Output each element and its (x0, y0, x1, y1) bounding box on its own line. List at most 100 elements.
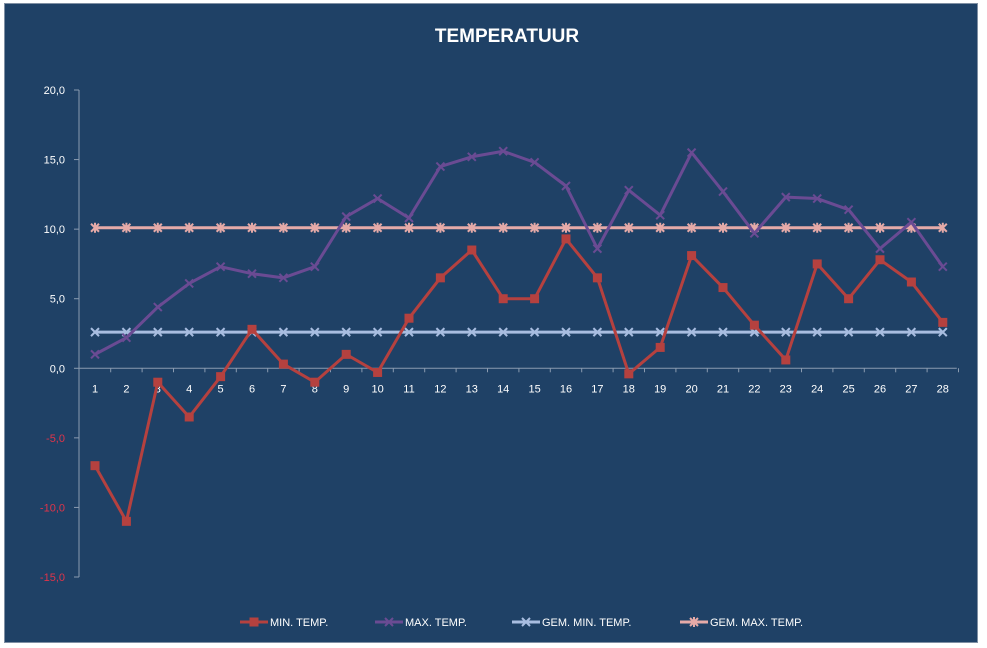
x-tick-label: 9 (343, 383, 349, 395)
data-point (372, 222, 383, 233)
data-point (278, 359, 288, 369)
data-point (341, 211, 351, 222)
x-tick-label: 1 (92, 383, 98, 395)
legend-entry: GEM. MAX. TEMP. (680, 617, 803, 629)
data-point (498, 294, 508, 304)
x-tick-label: 27 (905, 383, 917, 395)
data-point (310, 262, 320, 272)
data-point (624, 327, 634, 337)
data-point (215, 327, 226, 337)
x-tick-label: 6 (249, 383, 255, 395)
data-point (184, 222, 194, 233)
data-point (812, 327, 822, 337)
data-point (278, 222, 289, 233)
x-tick-label: 25 (842, 383, 854, 395)
data-point (624, 369, 634, 379)
legend-marker (521, 617, 531, 627)
x-tick-label: 24 (811, 383, 823, 395)
legend-entry: GEM. MIN. TEMP. (512, 617, 631, 629)
data-point (812, 193, 822, 204)
y-tick-label: -10,0 (40, 502, 65, 514)
series-layer (90, 146, 948, 526)
x-tick-label: 23 (780, 383, 792, 395)
data-point (529, 222, 540, 233)
x-tick-label: 28 (937, 383, 949, 395)
data-point (247, 268, 257, 279)
x-tick-label: 14 (497, 383, 509, 395)
x-tick-label: 10 (371, 383, 383, 395)
data-point (215, 262, 226, 272)
data-point (875, 255, 885, 265)
legend: MIN. TEMP. MAX. TEMP. GEM. MIN. TEMP. GEM. … (240, 617, 803, 629)
data-point (90, 461, 100, 471)
data-point (247, 324, 257, 334)
series-2 (90, 146, 948, 360)
data-point (718, 283, 728, 293)
data-point (121, 516, 131, 526)
legend-marker (249, 617, 259, 627)
data-point (372, 193, 383, 204)
data-point (90, 349, 100, 360)
data-point (843, 204, 854, 215)
data-point (529, 327, 540, 337)
x-tick-label: 3 (155, 383, 161, 395)
data-point (184, 327, 194, 337)
data-point (906, 277, 916, 287)
data-point (90, 222, 100, 233)
data-point (215, 222, 226, 233)
data-point (875, 327, 885, 337)
chart-title: TEMPERATUUR (435, 26, 580, 47)
data-point (749, 320, 759, 330)
y-tick-label: 5,0 (50, 294, 65, 306)
x-tick-label: 20 (685, 383, 697, 395)
data-point (153, 327, 163, 337)
data-point (467, 152, 477, 162)
data-point (718, 222, 728, 233)
data-point (686, 327, 697, 337)
data-point (310, 377, 320, 387)
y-tick-label: -5,0 (46, 433, 65, 445)
x-tick-label: 12 (434, 383, 446, 395)
data-point (812, 222, 822, 233)
data-point (310, 327, 320, 337)
data-point (341, 327, 351, 337)
data-point (467, 245, 477, 255)
x-tick-label: 19 (654, 383, 666, 395)
data-point (278, 327, 289, 337)
data-point (561, 222, 571, 233)
data-point (341, 349, 351, 359)
data-point (592, 273, 602, 283)
data-point (498, 146, 508, 156)
data-point (655, 327, 665, 337)
data-point (247, 222, 257, 233)
data-point (749, 228, 760, 239)
data-point (435, 161, 446, 172)
y-tick-label: 0,0 (50, 363, 65, 375)
data-point (153, 302, 163, 312)
y-tick-label: 10,0 (44, 224, 65, 236)
data-point (938, 222, 948, 233)
chart-area (4, 3, 978, 643)
x-tick-label: 22 (748, 383, 760, 395)
x-tick-label: 7 (280, 383, 286, 395)
data-point (153, 222, 163, 233)
data-point (686, 147, 697, 158)
data-point (561, 327, 571, 337)
data-point (781, 192, 791, 202)
data-point (875, 222, 885, 233)
data-point (310, 222, 320, 233)
data-point (216, 372, 226, 382)
data-point (906, 217, 917, 227)
data-point (404, 222, 414, 233)
data-point (561, 181, 571, 191)
data-point (404, 213, 414, 223)
x-tick-label: 17 (591, 383, 603, 395)
x-tick-label: 11 (403, 383, 414, 395)
x-tick-label: 13 (466, 383, 478, 395)
data-point (341, 222, 351, 233)
legend-label: MAX. TEMP. (405, 617, 467, 629)
data-point (121, 222, 132, 233)
data-point (655, 342, 665, 352)
data-point (372, 327, 383, 337)
